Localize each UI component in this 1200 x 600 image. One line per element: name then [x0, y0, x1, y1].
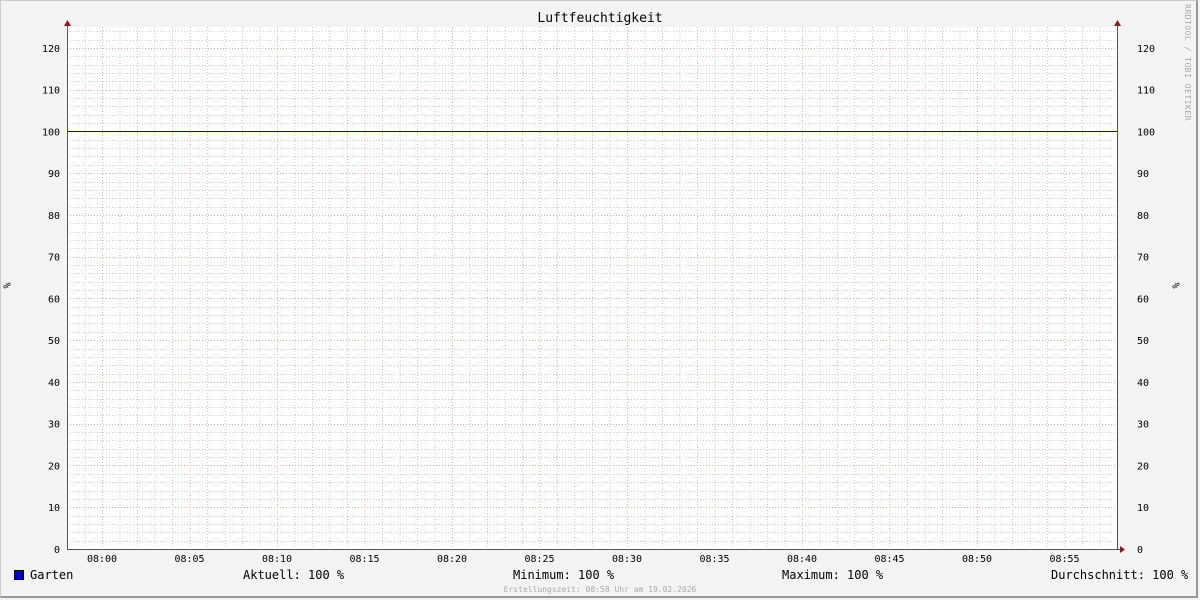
x-tick-label: 08:35	[699, 554, 729, 565]
x-tick-label: 08:10	[262, 554, 292, 565]
legend-maximum: Maximum: 100 %	[782, 568, 884, 582]
y-tick-label-right: 60	[1137, 294, 1149, 305]
y-tick-label-left: 90	[48, 169, 60, 180]
y-tick-label-left: 110	[42, 86, 60, 97]
y-axis-arrow-right	[1114, 20, 1121, 26]
y-tick-label-right: 110	[1137, 86, 1155, 97]
y-tick-label-left: 0	[54, 545, 60, 556]
y-tick-label-right: 80	[1137, 211, 1149, 222]
y-tick-label-right: 100	[1137, 127, 1155, 138]
y-tick-label-left: 80	[48, 211, 60, 222]
y-tick-label-right: 20	[1137, 461, 1149, 472]
legend-current: Aktuell: 100 %	[243, 568, 345, 582]
y-axis-arrow-left	[64, 20, 71, 26]
y-tick-label-left: 40	[48, 378, 60, 389]
chart-title: Luftfeuchtigkeit	[537, 11, 663, 26]
y-tick-label-left: 30	[48, 420, 60, 431]
y-tick-label-left: 50	[48, 336, 60, 347]
legend-minimum: Minimum: 100 %	[513, 568, 615, 582]
y-tick-label-right: 120	[1137, 44, 1155, 55]
x-tick-label: 08:20	[437, 554, 467, 565]
x-tick-label: 08:00	[87, 554, 117, 565]
x-tick-label: 08:05	[174, 554, 204, 565]
x-tick-label: 08:45	[874, 554, 904, 565]
y-tick-label-left: 70	[48, 253, 60, 264]
y-tick-label-right: 50	[1137, 336, 1149, 347]
legend-series-name: Garten	[30, 568, 74, 582]
watermark: RRDTOOL / TOBI OETIKER	[1183, 4, 1192, 121]
y-tick-label-left: 10	[48, 503, 60, 514]
y-tick-label-right: 10	[1137, 503, 1149, 514]
x-tick-label: 08:55	[1049, 554, 1079, 565]
x-tick-label: 08:50	[962, 554, 992, 565]
x-tick-label: 08:15	[349, 554, 379, 565]
footer-timestamp: Erstellungszeit: 08:58 Uhr am 19.02.2026	[503, 585, 697, 594]
x-tick-label: 08:30	[612, 554, 642, 565]
legend-average: Durchschnitt: 100 %	[1051, 568, 1189, 582]
x-tick-label: 08:40	[787, 554, 817, 565]
x-axis-arrow	[1120, 546, 1125, 553]
y-tick-label-left: 100	[42, 127, 60, 138]
y-tick-label-right: 40	[1137, 378, 1149, 389]
y-tick-label-right: 0	[1137, 545, 1143, 556]
y-tick-label-left: 20	[48, 461, 60, 472]
x-tick-label: 08:25	[524, 554, 554, 565]
y-tick-label-left: 120	[42, 44, 60, 55]
legend-swatch-garten	[14, 570, 24, 580]
y-tick-label-right: 70	[1137, 253, 1149, 264]
y-tick-label-left: 60	[48, 294, 60, 305]
y-tick-label-right: 30	[1137, 420, 1149, 431]
y-tick-label-right: 90	[1137, 169, 1149, 180]
